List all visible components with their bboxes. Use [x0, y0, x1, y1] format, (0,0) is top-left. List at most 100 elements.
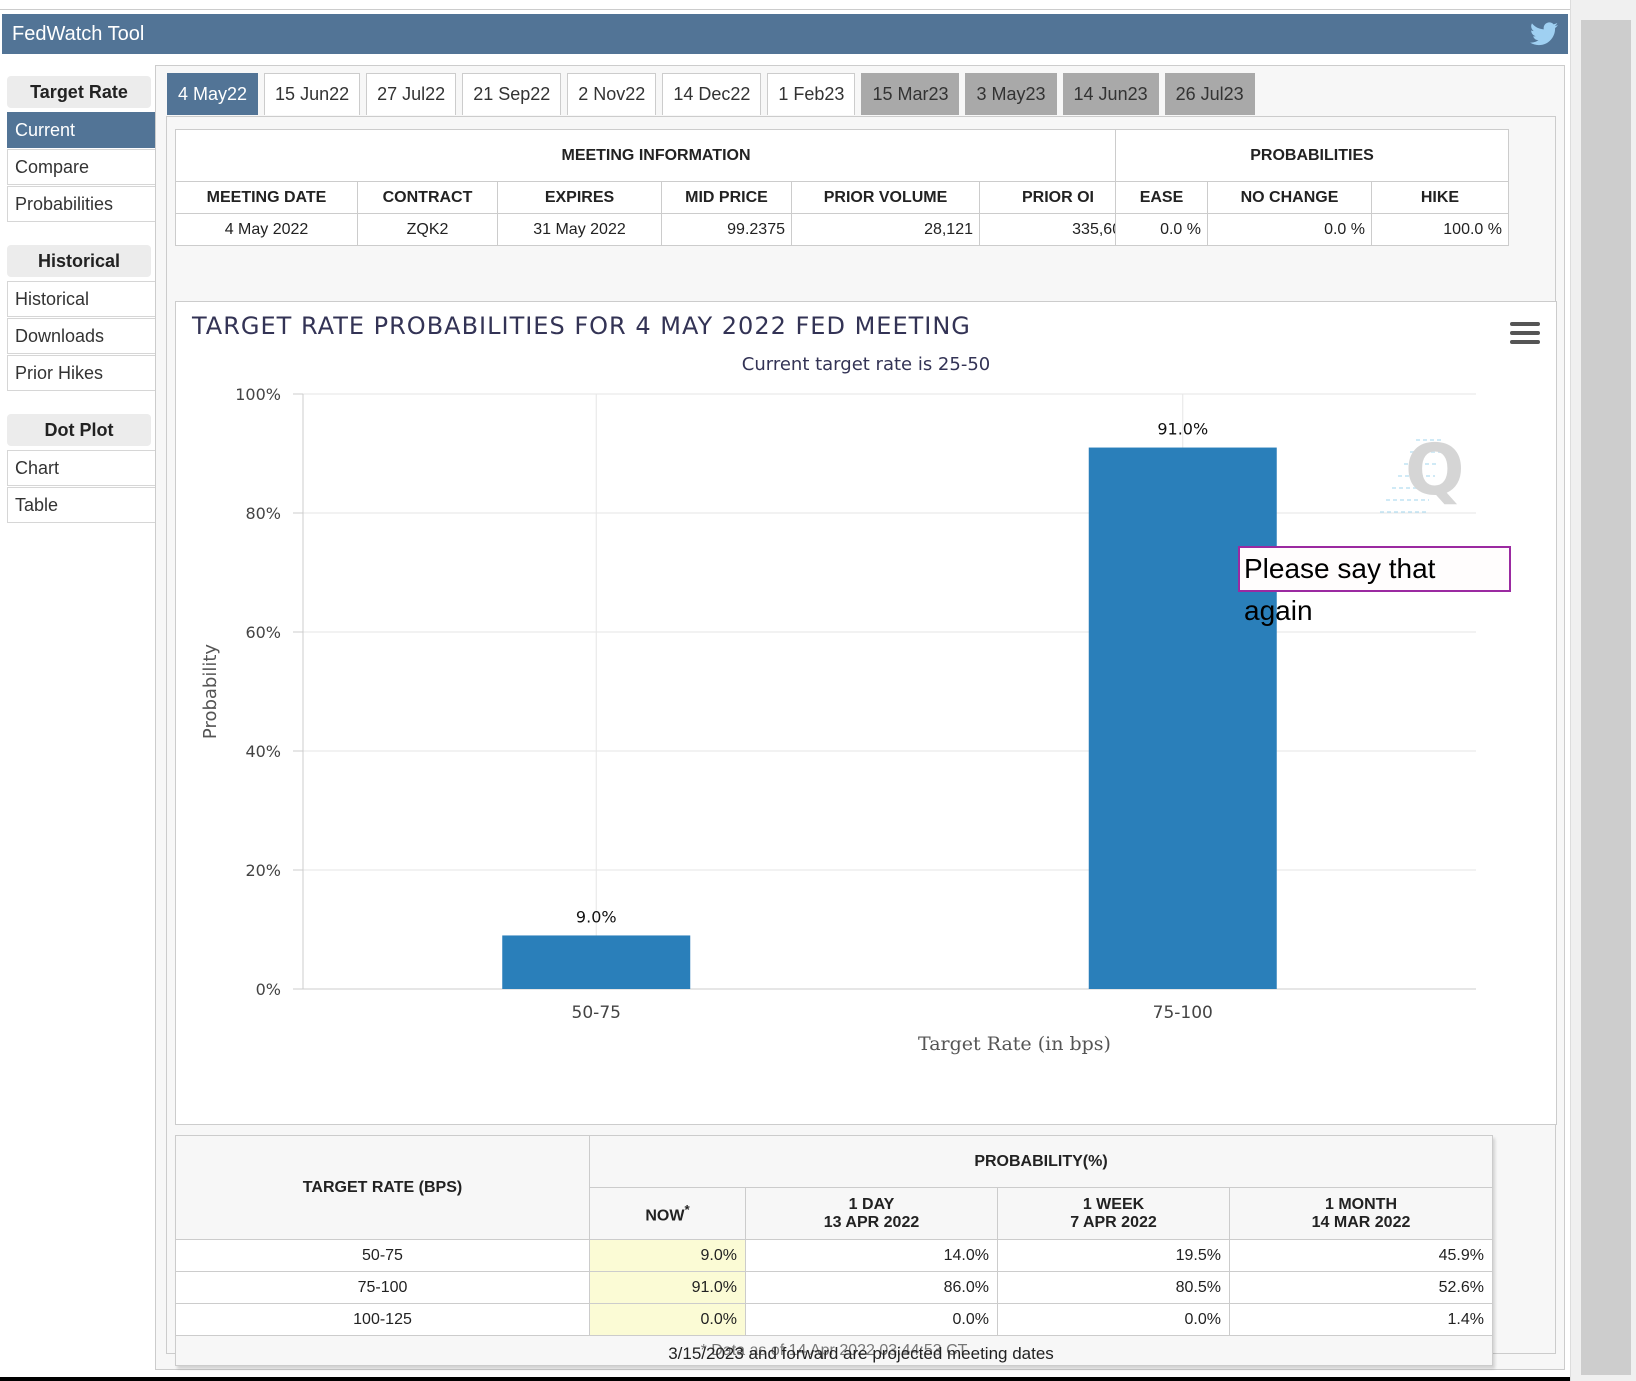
meeting-tabs: 4 May22 15 Jun22 27 Jul22 21 Sep22 2 Nov… [167, 73, 1255, 115]
table-row: 50-75 9.0% 14.0% 19.5% 45.9% [175, 1239, 1493, 1272]
watermark-letter: Q [1405, 429, 1465, 511]
scrollbar-thumb[interactable] [1581, 20, 1631, 1375]
meeting-information-title: MEETING INFORMATION [175, 129, 1137, 182]
col-1-week: 1 WEEK 7 APR 2022 [997, 1187, 1230, 1240]
rate-cell: 50-75 [175, 1239, 590, 1272]
week-cell: 80.5% [997, 1271, 1230, 1304]
week-cell: 19.5% [997, 1239, 1230, 1272]
sidebar-item-chart[interactable]: Chart [7, 450, 155, 486]
tab-panel: MEETING INFORMATION MEETING DATE CONTRAC… [166, 116, 1557, 1366]
tab-15-jun22[interactable]: 15 Jun22 [264, 73, 361, 115]
main-content: 4 May22 15 Jun22 27 Jul22 21 Sep22 2 Nov… [155, 65, 1565, 1370]
rate-probability-table: TARGET RATE (BPS) PROBABILITY(%) NOW* 1 … [175, 1135, 1493, 1366]
col-mid-price: MID PRICE [661, 181, 792, 214]
col-1-month-label: 1 MONTH [1325, 1195, 1397, 1213]
sidebar-heading-historical: Historical [7, 245, 151, 277]
tab-15-mar23[interactable]: 15 Mar23 [861, 73, 960, 115]
tab-26-jul23[interactable]: 26 Jul23 [1164, 73, 1255, 115]
mid-price-value: 99.2375 [661, 213, 792, 246]
x-axis-title: Target Rate (in bps) [918, 1033, 1111, 1055]
watermark-logo-icon: Q [1380, 429, 1465, 513]
app-header: FedWatch Tool [2, 14, 1568, 54]
sidebar-heading-dot-plot: Dot Plot [7, 414, 151, 446]
tab-14-jun23[interactable]: 14 Jun23 [1062, 73, 1159, 115]
sidebar-item-prior-hikes[interactable]: Prior Hikes [7, 355, 155, 391]
hike-value: 100.0 % [1371, 213, 1509, 246]
tab-3-may23[interactable]: 3 May23 [965, 73, 1057, 115]
y-tick-label: 80% [245, 504, 281, 523]
now-cell: 91.0% [589, 1271, 746, 1304]
month-cell: 1.4% [1229, 1303, 1493, 1336]
col-now-mark: * [684, 1201, 690, 1217]
prior-oi-value: 335,603 [979, 213, 1137, 246]
y-tick-label: 100% [235, 385, 281, 404]
col-1-day: 1 DAY 13 APR 2022 [745, 1187, 998, 1240]
y-axis-title: Probability [200, 644, 221, 739]
col-prior-volume: PRIOR VOLUME [791, 181, 980, 214]
sidebar: Target Rate Current Compare Probabilitie… [7, 76, 155, 524]
scrollbar[interactable] [1570, 0, 1636, 1381]
bar-75-100 [1088, 447, 1277, 989]
table-row: 100-125 0.0% 0.0% 0.0% 1.4% [175, 1303, 1493, 1336]
month-cell: 45.9% [1229, 1239, 1493, 1272]
day-cell: 86.0% [745, 1271, 998, 1304]
table-row: 0.0 % 0.0 % 100.0 % [1115, 213, 1509, 246]
x-tick-label: 75-100 [1153, 1003, 1213, 1023]
table-row: 4 May 2022 ZQK2 31 May 2022 99.2375 28,1… [175, 213, 1137, 246]
col-target-rate: TARGET RATE (BPS) [175, 1135, 590, 1240]
probabilities-table: PROBABILITIES EASE NO CHANGE HIKE 0.0 % … [1115, 129, 1509, 246]
sidebar-item-table[interactable]: Table [7, 487, 155, 523]
col-1-month-date: 14 MAR 2022 [1311, 1213, 1411, 1231]
sidebar-item-downloads[interactable]: Downloads [7, 318, 155, 354]
col-meeting-date: MEETING DATE [175, 181, 358, 214]
rate-cell: 100-125 [175, 1303, 590, 1336]
app-title: FedWatch Tool [12, 22, 145, 45]
tooltip-popup: Please say that again [1238, 546, 1511, 626]
col-ease: EASE [1115, 181, 1208, 214]
x-tick-label: 50-75 [572, 1003, 621, 1023]
probabilities-title: PROBABILITIES [1115, 129, 1509, 182]
day-cell: 0.0% [745, 1303, 998, 1336]
sidebar-item-current[interactable]: Current [7, 112, 155, 148]
contract-value: ZQK2 [357, 213, 498, 246]
tab-2-nov22[interactable]: 2 Nov22 [567, 73, 657, 115]
col-prior-oi: PRIOR OI [979, 181, 1137, 214]
chart-subtitle: Current target rate is 25-50 [741, 354, 991, 375]
tab-21-sep22[interactable]: 21 Sep22 [462, 73, 562, 115]
col-contract: CONTRACT [357, 181, 498, 214]
expires-value: 31 May 2022 [497, 213, 662, 246]
chart-menu-icon[interactable] [1510, 322, 1540, 346]
tab-14-dec22[interactable]: 14 Dec22 [662, 73, 762, 115]
chart-container: 0% 20% 40% 60% 80% 100% 9.0% 50-75 91.0% 75-100 Ta… [175, 301, 1557, 1125]
col-no-change: NO CHANGE [1207, 181, 1372, 214]
col-1-week-date: 7 APR 2022 [1070, 1213, 1157, 1231]
col-1-day-label: 1 DAY [848, 1195, 895, 1213]
tab-27-jul22[interactable]: 27 Jul22 [366, 73, 457, 115]
meeting-date-value: 4 May 2022 [175, 213, 358, 246]
now-cell: 0.0% [589, 1303, 746, 1336]
y-tick-label: 0% [256, 980, 281, 999]
y-tick-label: 60% [245, 623, 281, 642]
col-1-day-date: 13 APR 2022 [823, 1213, 920, 1231]
day-cell: 14.0% [745, 1239, 998, 1272]
twitter-bird-icon[interactable] [1530, 22, 1558, 46]
week-cell: 0.0% [997, 1303, 1230, 1336]
tab-1-feb23[interactable]: 1 Feb23 [767, 73, 856, 115]
sidebar-item-probabilities[interactable]: Probabilities [7, 186, 155, 222]
sidebar-item-compare[interactable]: Compare [7, 149, 155, 185]
prior-volume-value: 28,121 [791, 213, 980, 246]
bar-chart: 0% 20% 40% 60% 80% 100% 9.0% 50-75 91.0% 75-100 Ta… [200, 385, 1476, 1055]
now-cell: 9.0% [589, 1239, 746, 1272]
col-now: NOW* [589, 1187, 746, 1240]
top-strip [0, 0, 1570, 10]
sidebar-item-historical[interactable]: Historical [7, 281, 155, 317]
ease-value: 0.0 % [1115, 213, 1208, 246]
data-timestamp-note: * Data as of 14 Apr 2022 03:44:53 CT [175, 1335, 1493, 1366]
col-hike: HIKE [1371, 181, 1509, 214]
y-tick-label: 40% [245, 742, 281, 761]
col-expires: EXPIRES [497, 181, 662, 214]
tab-4-may22[interactable]: 4 May22 [167, 73, 259, 115]
table-row: 75-100 91.0% 86.0% 80.5% 52.6% [175, 1271, 1493, 1304]
month-cell: 52.6% [1229, 1271, 1493, 1304]
sidebar-heading-target-rate: Target Rate [7, 76, 151, 108]
